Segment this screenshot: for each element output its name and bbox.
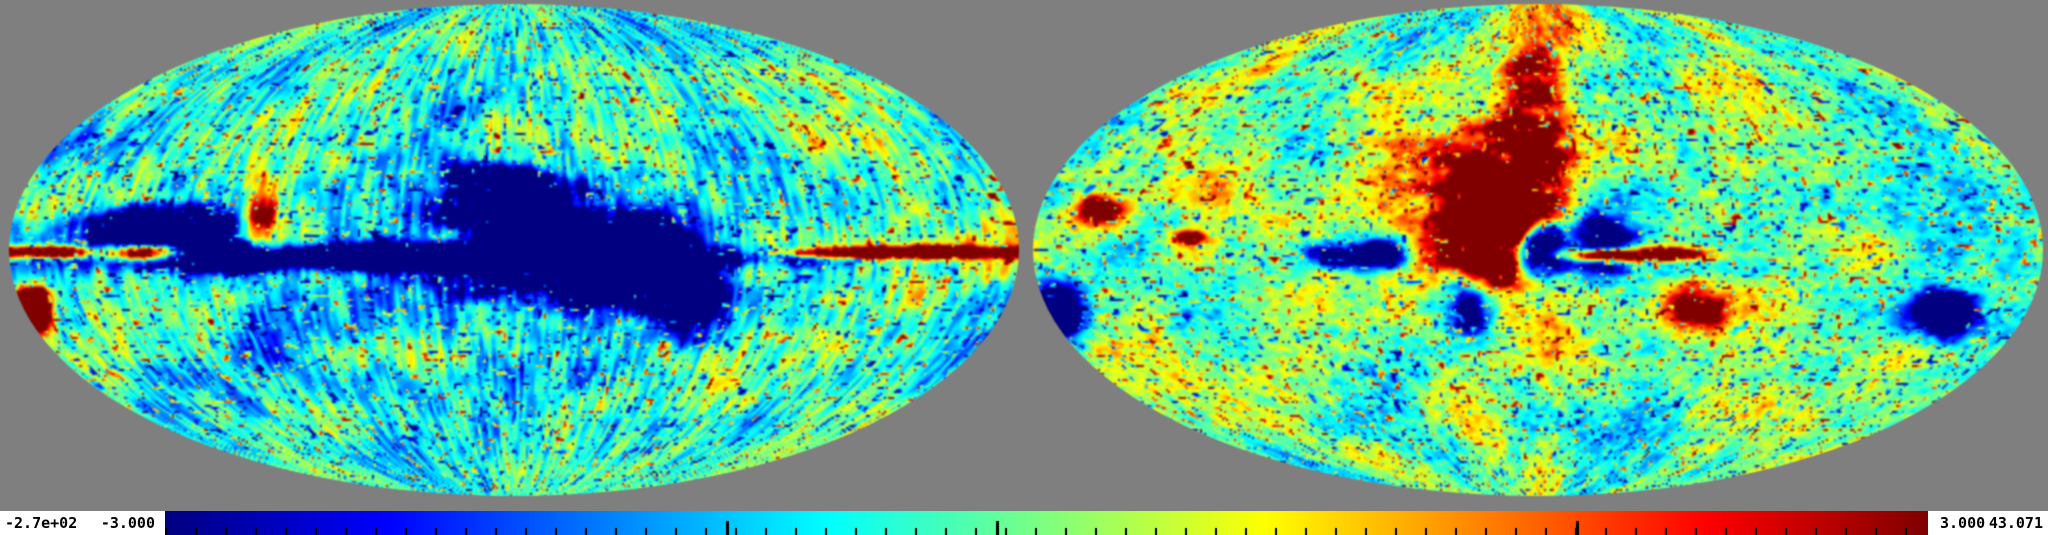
colorbar-row: -2.7e+02 -3.000 3.000 43.071 [0, 511, 2048, 535]
colorbar-right-labels: 3.000 43.071 [1928, 511, 2048, 535]
colorbar-high-cut-label: 3.000 [1940, 514, 1986, 532]
colorbar-low-cut-label: -3.000 [100, 514, 155, 532]
colorbar [165, 511, 1928, 535]
colorbar-max-label: 43.071 [1988, 514, 2043, 532]
sky-map-right [1032, 3, 2044, 497]
colorbar-min-label: -2.7e+02 [5, 514, 78, 532]
sky-map-left [8, 3, 1020, 497]
colorbar-left-labels: -2.7e+02 -3.000 [0, 511, 165, 535]
